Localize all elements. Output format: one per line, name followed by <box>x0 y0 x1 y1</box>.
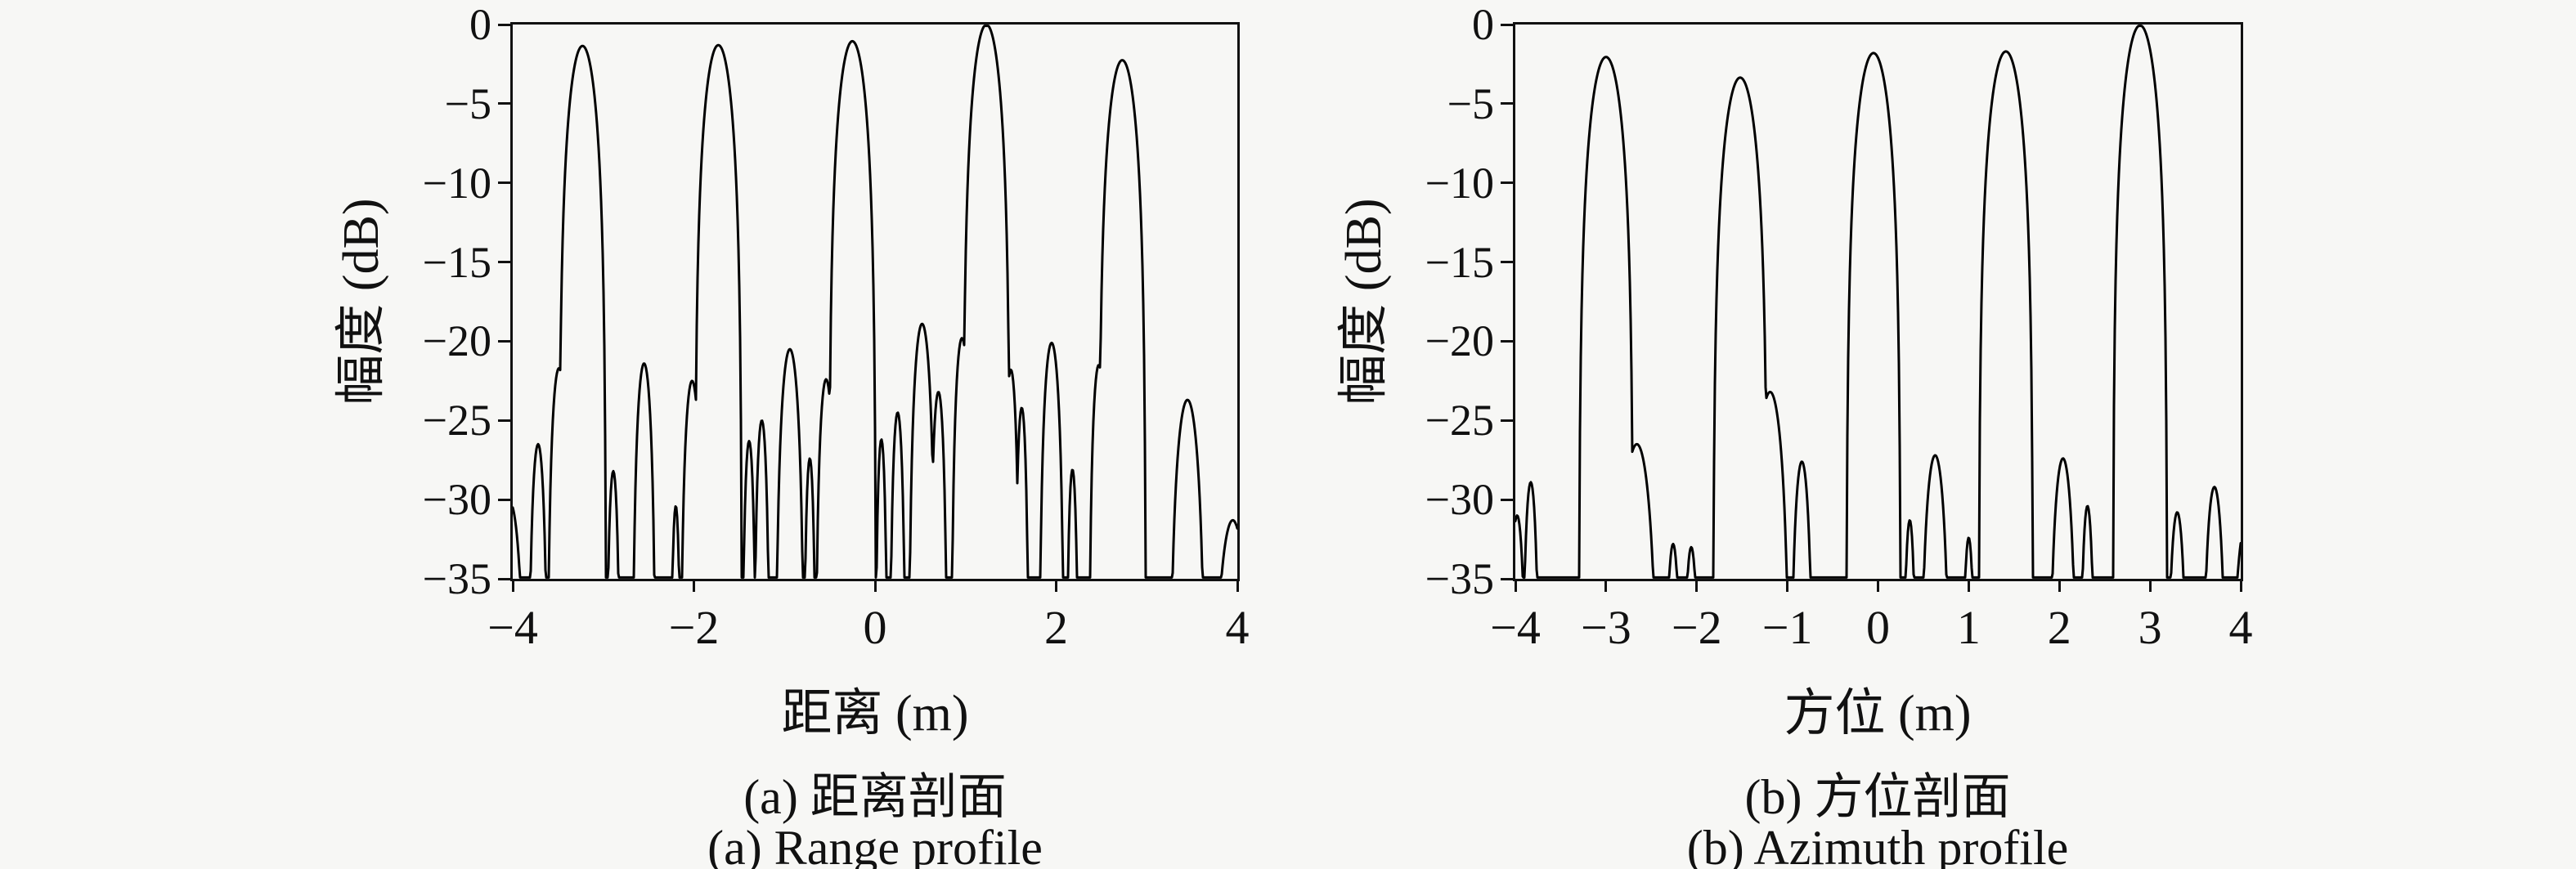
y-tick-label: −25 <box>422 396 491 446</box>
plot-area <box>1513 22 2243 581</box>
y-tick-mark <box>498 102 513 105</box>
x-tick-mark <box>693 579 695 592</box>
y-tick-label: −5 <box>444 78 491 128</box>
x-axis-label: 方位 (m) <box>1784 686 1972 741</box>
caption-zh: (a) 距离剖面 <box>743 770 1007 824</box>
y-tick-mark <box>498 181 513 185</box>
y-tick-label: −20 <box>1425 316 1494 366</box>
x-tick-label: 3 <box>2138 601 2162 654</box>
x-tick-label: 2 <box>2047 601 2071 654</box>
y-tick-label: −35 <box>1425 554 1494 603</box>
x-tick-label: 4 <box>2228 601 2253 654</box>
y-tick-label: −20 <box>422 316 491 366</box>
x-tick-label: −4 <box>1490 601 1541 654</box>
x-tick-label: 4 <box>1225 601 1250 654</box>
x-tick-label: −4 <box>487 601 538 654</box>
y-tick-mark <box>1501 181 1515 185</box>
profile-curve <box>1515 25 2241 579</box>
x-tick-mark <box>511 579 514 592</box>
y-tick-mark <box>1501 261 1515 264</box>
caption-en: (a) Range profile <box>707 821 1043 869</box>
caption-zh: (b) 方位剖面 <box>1744 770 2011 824</box>
range-profile-svg <box>513 25 1237 579</box>
y-tick-label: 0 <box>1472 0 1494 49</box>
y-tick-mark <box>498 339 513 343</box>
x-tick-label: 2 <box>1044 601 1068 654</box>
x-tick-label: 0 <box>1866 601 1890 654</box>
x-tick-mark <box>1967 579 1970 592</box>
y-tick-label: −10 <box>422 158 491 208</box>
y-tick-mark <box>498 577 513 580</box>
x-tick-mark <box>2058 579 2061 592</box>
x-tick-mark <box>2239 579 2242 592</box>
y-tick-mark <box>498 498 513 501</box>
y-tick-mark <box>1501 419 1515 422</box>
y-tick-mark <box>1501 23 1515 26</box>
y-tick-mark <box>1501 498 1515 501</box>
x-tick-label: 0 <box>863 601 887 654</box>
y-tick-mark <box>498 261 513 264</box>
x-axis-label: 距离 (m) <box>781 686 969 741</box>
y-tick-label: −15 <box>1425 237 1494 287</box>
x-tick-label: −3 <box>1581 601 1631 654</box>
y-tick-label: −5 <box>1447 78 1494 128</box>
x-tick-mark <box>1695 579 1699 592</box>
caption-en: (b) Azimuth profile <box>1686 821 2069 869</box>
x-tick-mark <box>1786 579 1789 592</box>
y-tick-mark <box>498 419 513 422</box>
y-tick-label: 0 <box>469 0 491 49</box>
x-tick-label: −1 <box>1761 601 1813 654</box>
x-tick-mark <box>1055 579 1057 592</box>
y-tick-label: −35 <box>422 554 491 603</box>
x-tick-label: 1 <box>1956 601 1981 654</box>
y-tick-mark <box>1501 339 1515 343</box>
x-tick-mark <box>1604 579 1608 592</box>
x-tick-mark <box>1236 579 1239 592</box>
x-tick-label: −2 <box>668 601 720 654</box>
y-tick-label: −10 <box>1425 158 1494 208</box>
y-tick-mark <box>1501 577 1515 580</box>
y-tick-label: −30 <box>422 475 491 525</box>
y-tick-label: −15 <box>422 237 491 287</box>
y-tick-mark <box>498 23 513 26</box>
profile-curve <box>513 25 1237 579</box>
y-tick-mark <box>1501 102 1515 105</box>
x-tick-label: −2 <box>1671 601 1722 654</box>
x-tick-mark <box>873 579 877 592</box>
azimuth-profile-svg <box>1515 25 2241 579</box>
x-tick-mark <box>1514 579 1517 592</box>
x-tick-mark <box>2148 579 2152 592</box>
x-tick-mark <box>1877 579 1879 592</box>
y-tick-label: −30 <box>1425 475 1494 525</box>
y-tick-label: −25 <box>1425 396 1494 446</box>
